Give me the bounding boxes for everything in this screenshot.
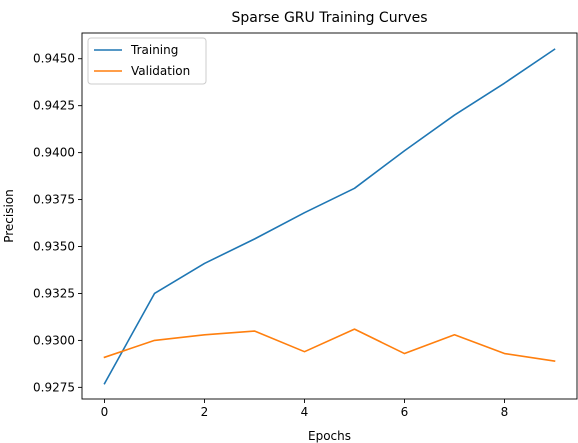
y-axis-label: Precision bbox=[2, 189, 16, 243]
legend: Training Validation bbox=[87, 37, 207, 85]
x-tick-label: 6 bbox=[401, 405, 409, 419]
legend-label-validation: Validation bbox=[131, 64, 190, 78]
y-tick-label: 0.9400 bbox=[33, 146, 75, 160]
x-tick-label: 8 bbox=[501, 405, 509, 419]
x-tick-label: 2 bbox=[201, 405, 209, 419]
y-tick-label: 0.9350 bbox=[33, 240, 75, 254]
legend-label-training: Training bbox=[130, 43, 178, 57]
y-tick-label: 0.9425 bbox=[33, 99, 75, 113]
x-tick-label: 0 bbox=[101, 405, 109, 419]
y-tick-label: 0.9325 bbox=[33, 286, 75, 300]
x-axis-label: Epochs bbox=[308, 429, 351, 443]
chart-title: Sparse GRU Training Curves bbox=[231, 10, 427, 26]
x-tick-label: 4 bbox=[301, 405, 309, 419]
y-tick-label: 0.9375 bbox=[33, 193, 75, 207]
series-line-training bbox=[103, 48, 556, 385]
y-tick-label: 0.9275 bbox=[33, 380, 75, 394]
axes-frame bbox=[81, 32, 578, 400]
plot-area: 0 2 4 6 8 0.9275 0.9300 0.9325 0.9350 0.9375 0.940… bbox=[33, 32, 578, 419]
series-line-validation bbox=[103, 328, 556, 362]
y-tick-label: 0.9300 bbox=[33, 333, 75, 347]
y-tick-label: 0.9450 bbox=[33, 52, 75, 66]
